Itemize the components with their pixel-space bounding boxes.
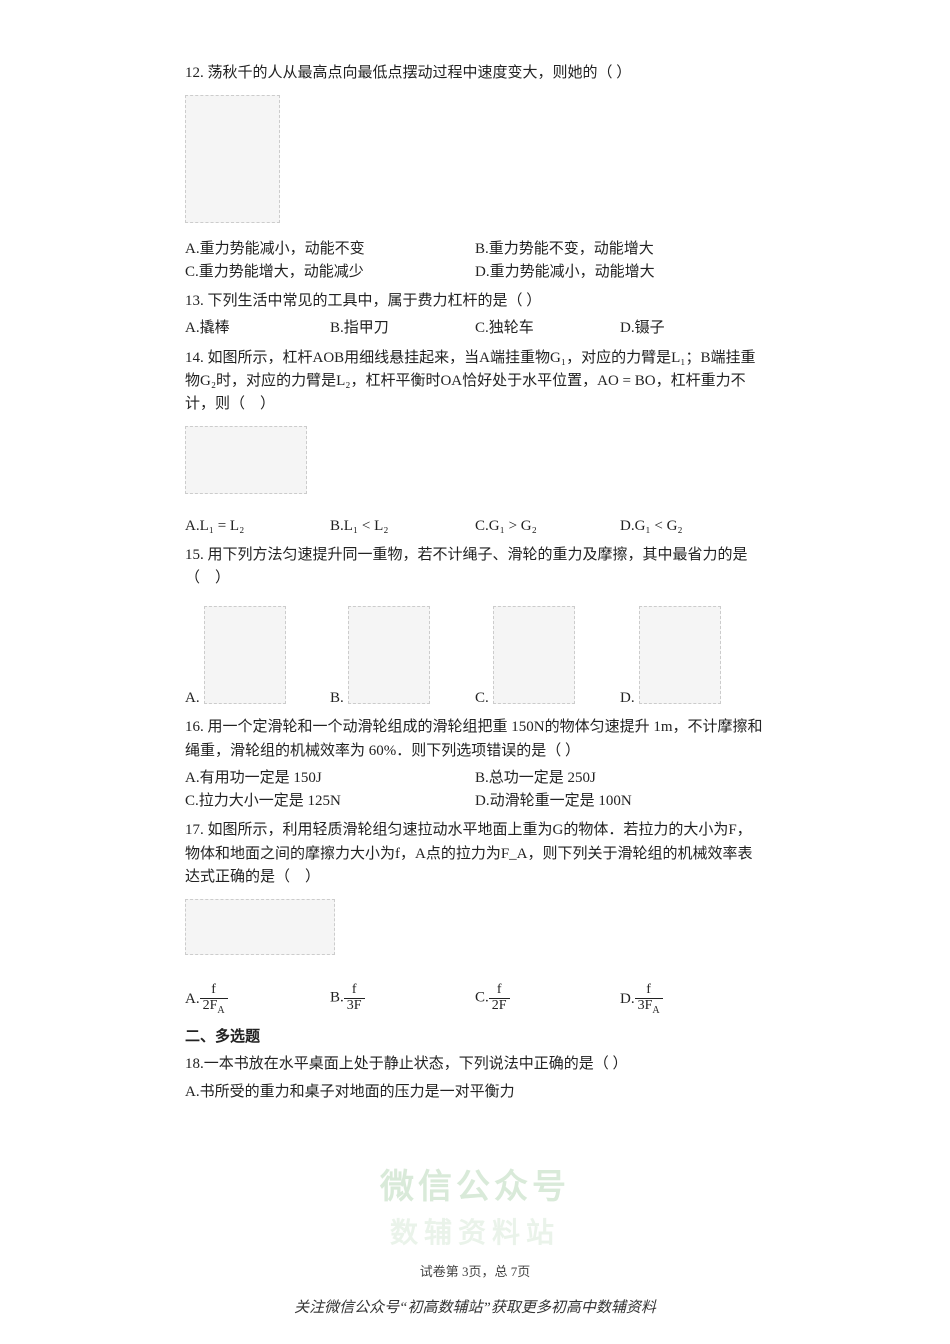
q14-opt-b: B.L₁ < L₂: [330, 515, 475, 538]
q14-opt-a: A.L₁ = L₂: [185, 515, 330, 538]
q16-opt-d: D.动滑轮重一定是 100N: [475, 790, 765, 813]
question-12: 12. 荡秋千的人从最高点向最低点摆动过程中速度变大，则她的（ ） A.重力势能…: [185, 62, 765, 284]
q15-fig-b: B.: [330, 600, 475, 710]
footer-page-number: 试卷第 3页，总 7页: [0, 1262, 950, 1282]
q12-figure: [185, 95, 280, 223]
q16-opt-b: B.总功一定是 250J: [475, 767, 765, 790]
question-14: 14. 如图所示，杠杆AOB用细线悬挂起来，当A端挂重物G₁，对应的力臂是L₁；…: [185, 347, 765, 538]
q15-stem: 15. 用下列方法匀速提升同一重物，若不计绳子、滑轮的重力及摩擦，其中最省力的是…: [185, 544, 765, 591]
q17-figure: [185, 899, 335, 955]
q12-options: A.重力势能减小，动能不变 B.重力势能不变，动能增大 C.重力势能增大，动能减…: [185, 238, 765, 285]
q15-label-b: B.: [330, 687, 344, 710]
q12-opt-a: A.重力势能减小，动能不变: [185, 238, 475, 261]
q17-d-num: f: [635, 983, 663, 999]
q18-opt-a: A.书所受的重力和桌子对地面的压力是一对平衡力: [185, 1081, 765, 1104]
question-16: 16. 用一个定滑轮和一个动滑轮组成的滑轮组把重 150N的物体匀速提升 1m，…: [185, 716, 765, 813]
q15-fig-a: A.: [185, 600, 330, 710]
section-2-title: 二、多选题: [185, 1026, 765, 1049]
q17-c-label: C.: [475, 990, 489, 1006]
q17-a-num: f: [200, 983, 228, 999]
q13-opt-b: B.指甲刀: [330, 317, 475, 340]
q14-figure: [185, 426, 307, 494]
q12-opt-d: D.重力势能减小，动能增大: [475, 261, 765, 284]
q13-opt-d: D.镊子: [620, 317, 765, 340]
q17-opt-a: A.f2FA: [185, 983, 330, 1016]
q13-stem: 13. 下列生活中常见的工具中，属于费力杠杆的是（ ）: [185, 290, 765, 313]
q17-a-label: A.: [185, 991, 200, 1007]
q17-options: A.f2FA B.f3F C.f2F D.f3FA: [185, 983, 765, 1016]
q16-opt-c: C.拉力大小一定是 125N: [185, 790, 475, 813]
q12-opt-b: B.重力势能不变，动能增大: [475, 238, 765, 261]
q17-d-den: 3FA: [635, 999, 663, 1016]
q12-opt-c: C.重力势能增大，动能减少: [185, 261, 475, 284]
q17-a-frac: f2FA: [200, 983, 228, 1016]
question-13: 13. 下列生活中常见的工具中，属于费力杠杆的是（ ） A.撬棒 B.指甲刀 C…: [185, 290, 765, 341]
q17-opt-b: B.f3F: [330, 983, 475, 1016]
q14-opt-c: C.G₁ > G₂: [475, 515, 620, 538]
q14-stem: 14. 如图所示，杠杆AOB用细线悬挂起来，当A端挂重物G₁，对应的力臂是L₁；…: [185, 347, 765, 417]
q14-opt-d: D.G₁ < G₂: [620, 515, 765, 538]
q17-b-num: f: [344, 983, 365, 999]
q17-opt-d: D.f3FA: [620, 983, 765, 1016]
watermark-line1: 微信公众号: [380, 1161, 570, 1214]
q13-options: A.撬棒 B.指甲刀 C.独轮车 D.镊子: [185, 317, 765, 340]
q17-c-den: 2F: [489, 999, 510, 1014]
q17-b-label: B.: [330, 990, 344, 1006]
watermark-line2: 数辅资料站: [390, 1211, 560, 1254]
q16-options: A.有用功一定是 150J B.总功一定是 250J C.拉力大小一定是 125…: [185, 767, 765, 814]
q18-stem: 18.一本书放在水平桌面上处于静止状态，下列说法中正确的是（ ）: [185, 1053, 765, 1076]
q17-d-frac: f3FA: [635, 983, 663, 1016]
q17-b-den: 3F: [344, 999, 365, 1014]
q17-stem: 17. 如图所示，利用轻质滑轮组匀速拉动水平地面上重为G的物体．若拉力的大小为F…: [185, 819, 765, 889]
q17-d-label: D.: [620, 991, 635, 1007]
q15-fig-c: C.: [475, 600, 620, 710]
q14-options: A.L₁ = L₂ B.L₁ < L₂ C.G₁ > G₂ D.G₁ < G₂: [185, 515, 765, 538]
q15-figures: A. B. C. D.: [185, 600, 765, 710]
q17-b-frac: f3F: [344, 983, 365, 1013]
q13-opt-a: A.撬棒: [185, 317, 330, 340]
q15-figure-a: [204, 606, 286, 704]
q16-stem: 16. 用一个定滑轮和一个动滑轮组成的滑轮组把重 150N的物体匀速提升 1m，…: [185, 716, 765, 763]
q15-label-d: D.: [620, 687, 635, 710]
q15-label-c: C.: [475, 687, 489, 710]
q15-figure-b: [348, 606, 430, 704]
q17-c-num: f: [489, 983, 510, 999]
q17-a-den: 2FA: [200, 999, 228, 1016]
question-17: 17. 如图所示，利用轻质滑轮组匀速拉动水平地面上重为G的物体．若拉力的大小为F…: [185, 819, 765, 1016]
q12-stem: 12. 荡秋千的人从最高点向最低点摆动过程中速度变大，则她的（ ）: [185, 62, 765, 85]
q17-opt-c: C.f2F: [475, 983, 620, 1016]
question-18: 18.一本书放在水平桌面上处于静止状态，下列说法中正确的是（ ） A.书所受的重…: [185, 1053, 765, 1104]
q17-c-frac: f2F: [489, 983, 510, 1013]
q15-figure-d: [639, 606, 721, 704]
q15-fig-d: D.: [620, 600, 765, 710]
q15-label-a: A.: [185, 687, 200, 710]
q15-figure-c: [493, 606, 575, 704]
footer-note: 关注微信公众号“初高数辅站”获取更多初高中数辅资料: [0, 1297, 950, 1320]
q13-opt-c: C.独轮车: [475, 317, 620, 340]
question-15: 15. 用下列方法匀速提升同一重物，若不计绳子、滑轮的重力及摩擦，其中最省力的是…: [185, 544, 765, 711]
q16-opt-a: A.有用功一定是 150J: [185, 767, 475, 790]
